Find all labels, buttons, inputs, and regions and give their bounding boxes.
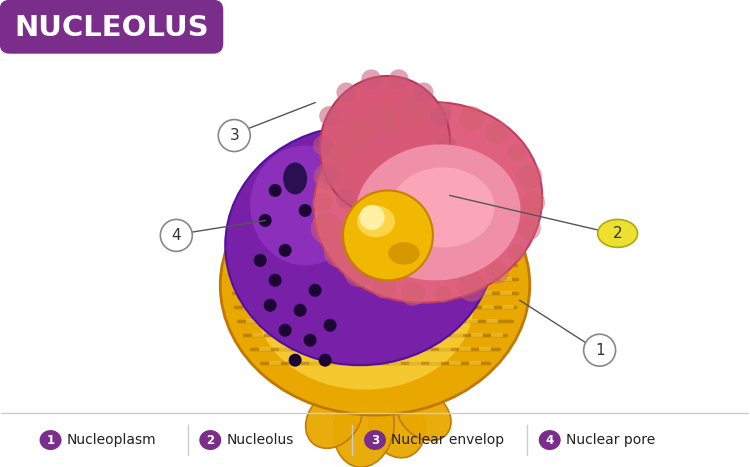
Ellipse shape [205, 70, 545, 231]
Ellipse shape [200, 430, 221, 450]
Text: 3: 3 [230, 128, 239, 143]
Text: 4: 4 [545, 433, 554, 446]
Circle shape [370, 272, 398, 300]
Circle shape [304, 334, 316, 347]
Circle shape [320, 106, 339, 126]
Circle shape [437, 135, 457, 156]
Circle shape [308, 187, 338, 218]
Ellipse shape [284, 163, 307, 194]
Ellipse shape [225, 126, 495, 365]
Text: 4: 4 [172, 228, 182, 243]
Circle shape [323, 319, 337, 332]
Circle shape [461, 276, 482, 297]
Text: 1: 1 [46, 433, 55, 446]
Circle shape [319, 354, 332, 367]
Ellipse shape [368, 389, 425, 458]
Ellipse shape [364, 430, 386, 450]
Circle shape [461, 108, 482, 129]
Ellipse shape [251, 146, 360, 265]
Text: Nuclear pore: Nuclear pore [566, 433, 655, 447]
Text: Nuclear envelop: Nuclear envelop [391, 433, 504, 447]
Circle shape [413, 189, 434, 209]
Circle shape [482, 257, 512, 287]
Circle shape [488, 124, 506, 142]
Circle shape [362, 70, 381, 89]
Circle shape [388, 70, 409, 89]
Ellipse shape [538, 430, 561, 450]
Circle shape [337, 189, 356, 209]
Circle shape [362, 202, 381, 222]
Circle shape [326, 240, 352, 265]
Circle shape [320, 165, 339, 185]
Circle shape [294, 304, 307, 317]
Circle shape [289, 354, 302, 367]
Circle shape [388, 202, 409, 222]
Circle shape [313, 135, 333, 156]
Circle shape [430, 106, 451, 126]
Ellipse shape [314, 102, 542, 303]
Text: Nucleoplasm: Nucleoplasm [67, 433, 156, 447]
Circle shape [279, 324, 292, 337]
Circle shape [432, 283, 454, 305]
Circle shape [430, 165, 451, 185]
Ellipse shape [320, 76, 450, 215]
Text: 2: 2 [613, 226, 622, 241]
Text: 3: 3 [371, 433, 379, 446]
Circle shape [350, 263, 368, 281]
Ellipse shape [397, 389, 451, 440]
Circle shape [506, 241, 528, 264]
Circle shape [254, 254, 267, 267]
Circle shape [519, 188, 548, 217]
Circle shape [401, 282, 424, 306]
Circle shape [298, 204, 311, 217]
Ellipse shape [334, 388, 394, 467]
Circle shape [337, 83, 356, 102]
Circle shape [264, 299, 277, 312]
Circle shape [517, 216, 542, 241]
Text: NUCLEOLUS: NUCLEOLUS [14, 14, 209, 42]
Ellipse shape [598, 219, 638, 248]
Circle shape [308, 284, 322, 297]
Circle shape [160, 219, 192, 251]
Circle shape [268, 274, 282, 287]
Circle shape [435, 103, 451, 120]
Circle shape [316, 165, 338, 188]
Text: 2: 2 [206, 433, 214, 446]
Circle shape [324, 137, 355, 168]
Circle shape [413, 83, 434, 102]
Circle shape [506, 142, 528, 164]
Ellipse shape [306, 389, 362, 448]
Ellipse shape [356, 144, 520, 280]
Circle shape [519, 167, 538, 186]
Ellipse shape [392, 168, 494, 248]
Text: 1: 1 [595, 343, 604, 358]
Text: Nucleolus: Nucleolus [226, 433, 293, 447]
Circle shape [316, 218, 338, 239]
Circle shape [343, 191, 433, 280]
Circle shape [218, 120, 250, 151]
Circle shape [372, 107, 396, 130]
FancyBboxPatch shape [0, 0, 224, 54]
Circle shape [259, 214, 272, 227]
Ellipse shape [40, 430, 62, 450]
Ellipse shape [256, 221, 473, 389]
Ellipse shape [220, 156, 530, 415]
Circle shape [402, 100, 424, 122]
Circle shape [584, 334, 616, 366]
Circle shape [350, 123, 368, 142]
Circle shape [359, 205, 385, 230]
Ellipse shape [388, 242, 420, 265]
Ellipse shape [357, 205, 395, 237]
Circle shape [268, 184, 282, 197]
Ellipse shape [285, 226, 365, 285]
Circle shape [279, 244, 292, 257]
